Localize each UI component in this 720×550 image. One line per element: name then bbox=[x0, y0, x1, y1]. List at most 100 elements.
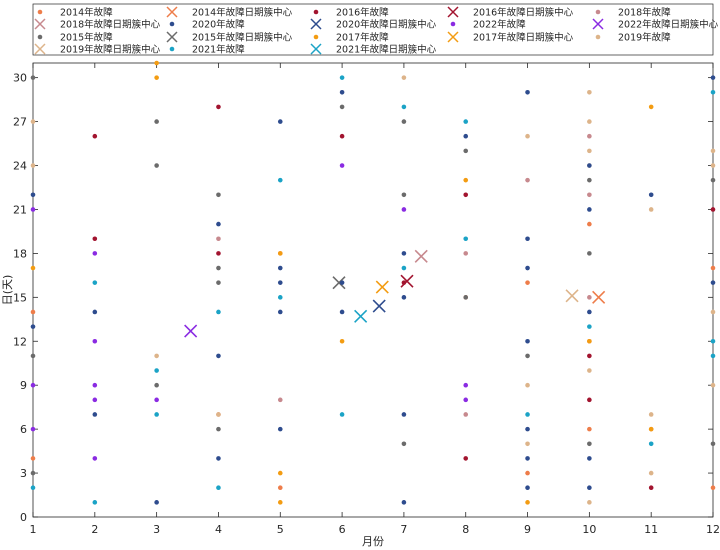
data-point bbox=[463, 295, 469, 300]
data-point bbox=[154, 382, 159, 388]
data-point bbox=[30, 265, 36, 271]
data-point bbox=[277, 265, 283, 271]
data-point bbox=[277, 485, 283, 491]
legend-label: 2015年故障日期簇中心 bbox=[192, 32, 293, 44]
data-point bbox=[30, 324, 36, 329]
data-point bbox=[710, 441, 716, 447]
legend-item: 2016年故障 bbox=[313, 7, 389, 19]
data-point bbox=[30, 309, 36, 315]
legend-marker bbox=[313, 34, 319, 40]
data-point bbox=[30, 119, 36, 124]
data-point bbox=[92, 500, 98, 505]
data-point bbox=[216, 353, 221, 359]
data-point bbox=[339, 280, 345, 285]
legend-item: 2021年故障日期簇中心 bbox=[310, 43, 437, 56]
legend-marker bbox=[310, 18, 322, 30]
data-point bbox=[216, 426, 221, 432]
legend-label: 2016年故障日期簇中心 bbox=[473, 7, 574, 19]
x-tick-label: 3 bbox=[153, 523, 160, 536]
series-8 bbox=[216, 133, 592, 417]
y-tick-label: 18 bbox=[13, 247, 27, 260]
data-point bbox=[339, 309, 345, 315]
x-tick-label: 9 bbox=[524, 523, 531, 536]
x-tick-label: 5 bbox=[277, 523, 284, 536]
data-point bbox=[401, 441, 407, 447]
data-point bbox=[216, 104, 221, 110]
data-point bbox=[587, 397, 592, 403]
legend-marker bbox=[37, 9, 43, 15]
data-point bbox=[277, 397, 283, 403]
legend-marker bbox=[34, 43, 46, 55]
data-point bbox=[587, 441, 592, 447]
data-point bbox=[710, 353, 716, 359]
data-point bbox=[216, 236, 221, 242]
data-point bbox=[587, 338, 592, 344]
data-point bbox=[92, 412, 98, 417]
data-point bbox=[277, 177, 283, 183]
data-point bbox=[30, 485, 36, 491]
data-point bbox=[401, 119, 407, 124]
y-tick-label: 12 bbox=[13, 335, 27, 348]
data-point bbox=[92, 397, 98, 403]
legend-item: 2015年故障 bbox=[37, 32, 113, 44]
legend-item: 2018年故障 bbox=[595, 7, 671, 19]
data-point bbox=[339, 133, 345, 139]
data-point bbox=[92, 280, 98, 285]
data-point bbox=[587, 119, 592, 124]
data-point bbox=[154, 119, 159, 124]
data-point bbox=[216, 309, 221, 315]
series-7 bbox=[375, 280, 389, 294]
data-point bbox=[339, 89, 345, 95]
data-point bbox=[277, 500, 283, 505]
data-point bbox=[92, 251, 98, 256]
y-tick-label: 6 bbox=[20, 423, 27, 436]
series-11 bbox=[565, 289, 579, 303]
legend-item: 2019年故障 bbox=[595, 32, 671, 44]
cluster-center-marker bbox=[375, 280, 389, 294]
legend-label: 2016年故障 bbox=[336, 7, 389, 19]
data-point bbox=[339, 163, 345, 168]
series-16 bbox=[30, 163, 469, 461]
data-point bbox=[525, 412, 530, 417]
data-point bbox=[525, 382, 530, 388]
data-point bbox=[277, 426, 283, 432]
legend-marker bbox=[592, 18, 604, 30]
cluster-center-marker bbox=[372, 299, 386, 313]
data-point bbox=[463, 236, 469, 242]
x-tick-label: 7 bbox=[400, 523, 407, 536]
data-point bbox=[525, 265, 530, 271]
legend-label: 2019年故障日期簇中心 bbox=[60, 44, 161, 56]
series-9 bbox=[414, 249, 428, 263]
series-17 bbox=[184, 324, 198, 338]
data-point bbox=[216, 485, 221, 491]
legend-marker bbox=[34, 18, 46, 30]
data-point bbox=[401, 104, 407, 110]
data-point bbox=[525, 500, 530, 505]
data-point bbox=[463, 397, 469, 403]
data-point bbox=[710, 309, 716, 315]
data-point bbox=[92, 309, 98, 315]
data-point bbox=[587, 485, 592, 491]
y-tick-label: 0 bbox=[20, 511, 27, 524]
data-point bbox=[587, 309, 592, 315]
data-point bbox=[648, 485, 654, 491]
legend-marker bbox=[169, 21, 175, 27]
data-point bbox=[587, 177, 592, 183]
data-point bbox=[525, 133, 530, 139]
data-point bbox=[30, 207, 36, 212]
legend-marker bbox=[166, 6, 178, 18]
legend-label: 2014年故障日期簇中心 bbox=[192, 7, 293, 19]
y-tick-label: 21 bbox=[13, 203, 27, 216]
data-point bbox=[216, 221, 221, 227]
data-point bbox=[648, 192, 654, 198]
legend-item: 2018年故障日期簇中心 bbox=[34, 18, 161, 31]
data-point bbox=[710, 485, 716, 491]
legend-label: 2021年故障 bbox=[192, 44, 245, 56]
legend-item: 2022年故障日期簇中心 bbox=[592, 18, 719, 31]
x-tick-label: 4 bbox=[215, 523, 222, 536]
series-6 bbox=[30, 60, 654, 505]
data-marks bbox=[30, 60, 716, 505]
series-10 bbox=[30, 75, 716, 505]
legend-item: 2022年故障 bbox=[450, 19, 526, 31]
cluster-center-marker bbox=[400, 274, 414, 288]
